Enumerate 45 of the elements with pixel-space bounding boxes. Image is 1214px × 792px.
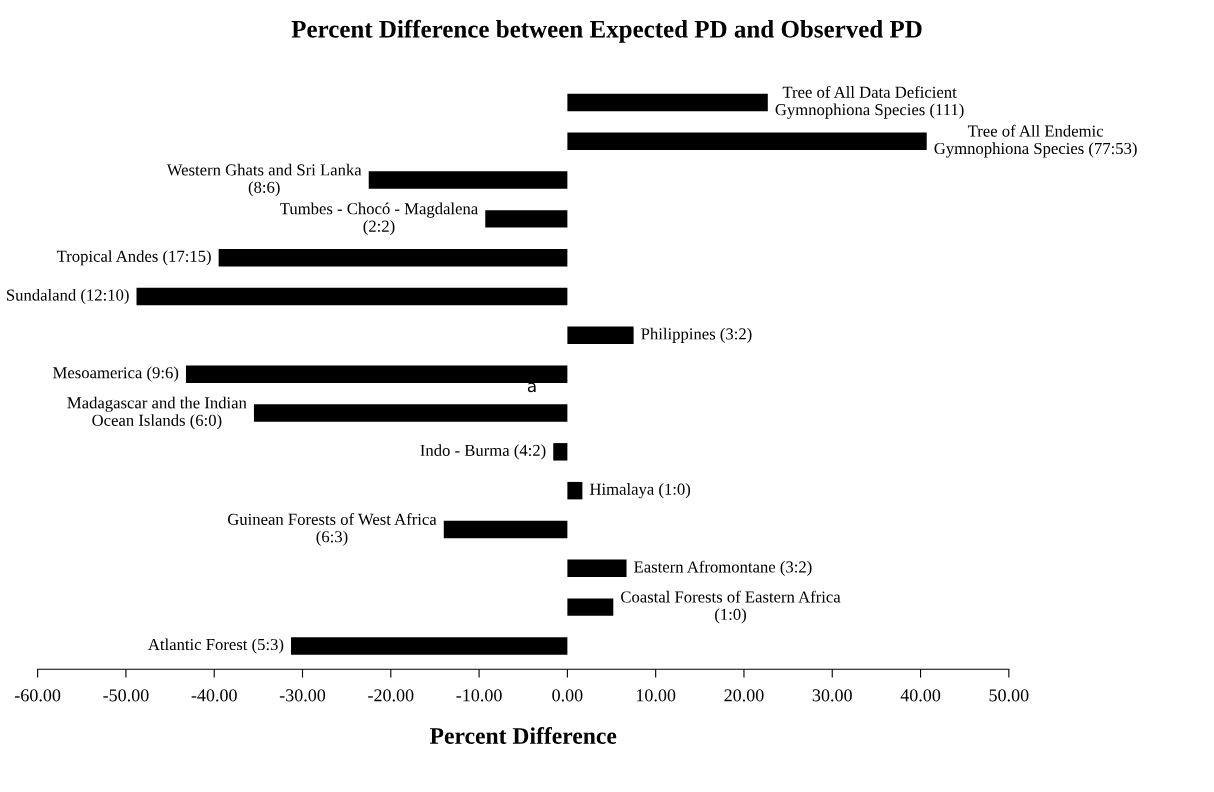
y-tick-label: Coastal Forests of Eastern Africa (1:0) bbox=[621, 590, 841, 624]
bar bbox=[185, 365, 568, 383]
x-tick-label: 20.00 bbox=[724, 689, 764, 702]
x-tick-label: 10.00 bbox=[636, 689, 676, 702]
x-tick-label: -60.00 bbox=[14, 689, 61, 702]
bar bbox=[567, 559, 627, 578]
annotation: a bbox=[527, 382, 536, 393]
y-tick-label: Western Ghats and Sri Lanka (8:6) bbox=[166, 163, 362, 197]
y-tick-label: Philippines (3:2) bbox=[641, 327, 752, 343]
bar bbox=[218, 248, 568, 267]
bar bbox=[291, 637, 568, 655]
y-tick-label: Madagascar and the Indian Ocean Islands (6:0) bbox=[67, 396, 247, 430]
x-tick-label: 30.00 bbox=[812, 689, 852, 702]
bar bbox=[485, 210, 568, 228]
bar bbox=[567, 481, 583, 500]
bar bbox=[567, 132, 927, 150]
y-tick-label: Tree of All Data Deficient Gymnophiona Species (111) bbox=[775, 85, 964, 119]
bar bbox=[368, 171, 568, 189]
y-tick-label: Indo - Burma (4:2) bbox=[420, 444, 546, 460]
y-tick-label: Tree of All Endemic Gymnophiona Species (77:53) bbox=[934, 124, 1137, 158]
x-tick-label: -20.00 bbox=[368, 689, 414, 702]
chart-title: Percent Difference between Expected PD and Observed PD bbox=[291, 19, 922, 43]
bar bbox=[553, 443, 568, 461]
y-tick-label: Atlantic Forest (5:3) bbox=[148, 638, 284, 654]
x-tick-label: -10.00 bbox=[456, 689, 502, 702]
y-tick-label: Himalaya (1:0) bbox=[589, 483, 691, 499]
y-tick-label: Tropical Andes (17:15) bbox=[56, 250, 211, 266]
x-tick-label: -50.00 bbox=[103, 689, 149, 702]
y-tick-label: Sundaland (12:10) bbox=[6, 288, 129, 305]
bar bbox=[567, 93, 768, 112]
bar bbox=[443, 520, 568, 539]
y-tick-label: Mesoamerica (9:6) bbox=[53, 366, 179, 382]
bar bbox=[567, 326, 634, 345]
x-tick-label: 40.00 bbox=[900, 689, 941, 702]
y-tick-label: Eastern Afromontane (3:2) bbox=[634, 560, 812, 576]
x-tick-label: 0.00 bbox=[552, 689, 583, 702]
x-axis-title: Percent Difference bbox=[429, 727, 617, 744]
bar bbox=[136, 287, 568, 306]
x-tick-label: 50.00 bbox=[989, 689, 1029, 702]
x-tick-label: -40.00 bbox=[191, 689, 237, 702]
bar bbox=[567, 598, 614, 616]
bar bbox=[253, 404, 568, 422]
y-tick-label: Tumbes - Chocó - Magdalena (2:2) bbox=[280, 202, 478, 236]
x-tick-label: -30.00 bbox=[279, 689, 326, 702]
y-tick-label: Guinean Forests of West Africa (6:3) bbox=[227, 513, 437, 546]
